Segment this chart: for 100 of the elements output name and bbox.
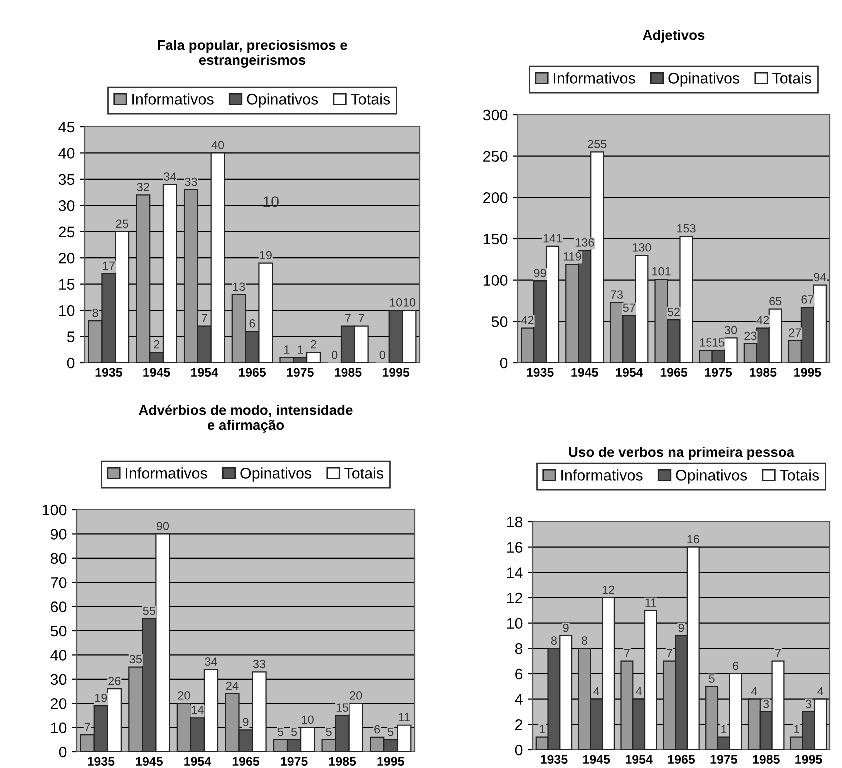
y-tick-label: 8 (515, 644, 523, 654)
data-label: 6 (733, 662, 739, 670)
y-tick-label: 18 (507, 516, 523, 528)
legend-label: Opinativos (240, 468, 312, 482)
x-tick-label: 1935 (96, 368, 122, 378)
data-label: 34 (164, 172, 176, 181)
y-tick-label: 30 (58, 200, 75, 212)
data-label: 2 (311, 340, 316, 349)
chart-title: Adjetivos (643, 30, 705, 43)
data-label: 101 (652, 267, 671, 276)
y-tick-label: 16 (507, 542, 523, 554)
data-label: 5 (388, 728, 394, 736)
data-label: 5 (326, 728, 332, 736)
y-tick-label: 12 (507, 592, 523, 604)
legend-label: Informativos (132, 94, 214, 105)
y-tick-label: 20 (59, 252, 75, 264)
x-tick-label: 1975 (710, 755, 738, 764)
y-tick-label: 25 (59, 226, 75, 238)
y-tick-label: 10 (51, 722, 67, 734)
y-tick-label: 90 (51, 529, 67, 540)
data-label: 33 (185, 178, 198, 186)
y-tick-label: 14 (507, 568, 523, 578)
y-tick-label: 0 (515, 744, 523, 756)
data-label: 1 (284, 346, 290, 354)
data-label: 25 (116, 220, 128, 228)
data-label: 10 (404, 298, 416, 307)
data-label: 119 (564, 252, 582, 261)
legend-label: Totais (772, 72, 812, 84)
data-label: 1 (794, 725, 800, 734)
data-label: 130 (632, 243, 652, 252)
y-tick-label: 35 (58, 174, 75, 186)
data-label: 4 (636, 687, 642, 696)
y-tick-label: 10 (59, 305, 75, 316)
data-label: 20 (350, 692, 362, 700)
data-label: 65 (770, 297, 782, 306)
x-tick-label: 1985 (750, 368, 777, 378)
y-tick-label: 40 (58, 148, 75, 159)
y-tick-label: 60 (51, 602, 67, 612)
x-tick-label: 1954 (184, 757, 212, 766)
x-tick-label: 1965 (232, 757, 260, 766)
data-label: 35 (130, 655, 142, 664)
data-label: 5 (278, 728, 284, 736)
data-label: 7 (202, 314, 208, 322)
data-label: 16 (688, 535, 700, 544)
data-label: 5 (709, 674, 715, 683)
data-label: 30 (724, 326, 738, 334)
x-tick-label: 1965 (239, 368, 266, 378)
data-label: 14 (192, 706, 204, 714)
y-tick-label: 70 (51, 577, 67, 588)
data-label: 9 (243, 718, 249, 726)
chart-title: Fala popular, preciosismos e estrangeirismos (158, 40, 348, 68)
data-label: 57 (623, 304, 636, 312)
legend-label: Informativos (554, 72, 636, 84)
x-tick-label: 1945 (144, 368, 170, 378)
data-label: 1 (540, 725, 546, 734)
data-label: 99 (534, 269, 546, 278)
data-label: 55 (143, 606, 156, 616)
data-label: 7 (358, 314, 364, 322)
y-tick-label: 15 (59, 279, 75, 290)
data-label: 136 (576, 238, 594, 247)
data-label: 7 (624, 649, 630, 658)
data-label: 4 (594, 687, 600, 696)
data-label: 9 (563, 624, 569, 632)
y-tick-label: 0 (500, 358, 508, 369)
x-tick-label: 1945 (584, 755, 610, 764)
x-tick-label: 1995 (378, 757, 404, 766)
data-label: 32 (137, 183, 150, 192)
data-label: 1 (298, 346, 304, 354)
legend-label: Totais (344, 468, 384, 479)
y-tick-label: 80 (50, 553, 67, 564)
y-tick-label: 45 (58, 122, 75, 133)
legend-label: Opinativos (668, 72, 740, 87)
legend-label: Opinativos (247, 94, 318, 108)
x-tick-label: 1945 (572, 368, 598, 378)
data-label: 255 (588, 140, 607, 148)
chart-title: Uso de verbos na primeira pessoa (569, 447, 795, 460)
data-label: 90 (156, 522, 170, 530)
data-label: 4 (751, 687, 758, 696)
data-label: 9 (678, 624, 684, 632)
legend-label: Totais (351, 94, 390, 105)
legend-label: Informativos (126, 468, 208, 479)
y-tick-label: 30 (50, 674, 67, 686)
x-tick-label: 1945 (136, 757, 163, 766)
data-label: 6 (250, 319, 256, 328)
x-tick-label: 1935 (88, 757, 115, 766)
data-label: 15 (700, 338, 712, 347)
data-label: 5 (291, 728, 298, 736)
data-label: 33 (253, 660, 266, 668)
y-tick-label: 2 (516, 720, 523, 730)
y-tick-label: 5 (67, 332, 75, 342)
data-label: 40 (212, 141, 224, 150)
x-tick-label: 1954 (626, 755, 653, 764)
y-tick-label: 250 (484, 151, 508, 162)
data-label: 67 (802, 296, 814, 304)
data-label: 20 (178, 692, 190, 700)
x-tick-label: 1975 (287, 368, 314, 378)
data-label: 42 (522, 316, 534, 324)
y-tick-label: 100 (484, 275, 508, 286)
data-label: 2 (154, 340, 160, 349)
y-tick-label: 4 (515, 694, 523, 705)
